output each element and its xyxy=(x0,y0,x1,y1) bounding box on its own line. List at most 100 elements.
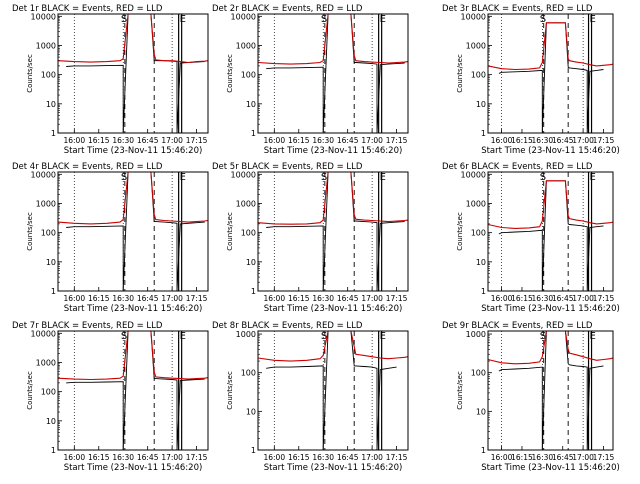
x-tick-label: 17:15 xyxy=(386,136,408,145)
annotation-end: E xyxy=(590,14,596,25)
x-tick-label: 17:15 xyxy=(593,453,615,462)
x-tick-label: 16:15 xyxy=(511,136,533,145)
y-tick-label: 1 xyxy=(51,129,56,138)
panel-title: Det 3r BLACK = Events, RED = LLD xyxy=(442,4,593,14)
x-tick-label: 16:00 xyxy=(263,294,285,303)
x-axis-label: Start Time (23-Nov-11 15:46:20) xyxy=(64,304,203,314)
x-tick-label: 17:00 xyxy=(361,453,383,462)
y-tick-label: 10000 xyxy=(461,170,486,179)
x-tick-label: 17:15 xyxy=(186,136,208,145)
y-axis-label: Counts/sec xyxy=(456,371,464,410)
events-series-line xyxy=(266,171,405,292)
y-tick-label: 1000 xyxy=(236,199,256,208)
panel-title: Det 2r BLACK = Events, RED = LLD xyxy=(212,4,363,14)
x-tick-label: 16:15 xyxy=(288,136,310,145)
y-tick-label: 100 xyxy=(241,369,256,378)
x-tick-label: 16:30 xyxy=(312,136,334,145)
panel-title: Det 4r BLACK = Events, RED = LLD xyxy=(12,162,163,172)
x-tick-label: 16:15 xyxy=(288,453,310,462)
x-tick-label: 17:00 xyxy=(572,136,594,145)
lld-series-line xyxy=(57,330,209,381)
y-tick-label: 10 xyxy=(246,100,256,109)
y-tick-label: 100 xyxy=(41,388,56,397)
x-tick-label: 16:30 xyxy=(532,453,554,462)
y-tick-label: 10 xyxy=(476,100,486,109)
x-tick-label: 17:00 xyxy=(361,136,383,145)
annotation-end: E xyxy=(380,172,386,183)
y-tick-label: 1000 xyxy=(236,330,256,339)
y-tick-label: 1000 xyxy=(36,41,56,50)
plot-frame xyxy=(57,13,209,134)
plot-frame xyxy=(257,13,409,134)
y-tick-label: 1 xyxy=(481,446,486,455)
y-tick-label: 10000 xyxy=(31,12,56,21)
y-tick-label: 10000 xyxy=(31,170,56,179)
annotation-end: E xyxy=(590,331,596,342)
events-series-line xyxy=(266,330,397,451)
plot-frame xyxy=(487,13,614,134)
x-axis-label: Start Time (23-Nov-11 15:46:20) xyxy=(481,304,620,314)
y-axis-label: Counts/sec xyxy=(456,54,464,93)
x-tick-label: 16:30 xyxy=(312,294,334,303)
y-tick-label: 10 xyxy=(476,258,486,267)
x-axis-label: Start Time (23-Nov-11 15:46:20) xyxy=(481,463,620,473)
y-tick-label: 10000 xyxy=(461,12,486,21)
events-series-line xyxy=(498,330,604,451)
plot-frame xyxy=(487,171,614,292)
x-tick-label: 16:45 xyxy=(137,453,159,462)
x-tick-label: 16:15 xyxy=(511,453,533,462)
y-axis-label: Counts/sec xyxy=(26,371,34,410)
annotation-end: E xyxy=(180,172,186,183)
x-axis-label: Start Time (23-Nov-11 15:46:20) xyxy=(264,146,403,156)
y-tick-label: 1 xyxy=(51,287,56,296)
lld-series-line xyxy=(487,180,614,229)
y-tick-label: 10 xyxy=(246,258,256,267)
annotation-start: S xyxy=(321,14,327,25)
x-axis-label: Start Time (23-Nov-11 15:46:20) xyxy=(64,463,203,473)
x-tick-label: 17:15 xyxy=(186,294,208,303)
annotation-end: E xyxy=(180,14,186,25)
y-tick-label: 1 xyxy=(251,129,256,138)
annotation-start: S xyxy=(321,331,327,342)
x-axis-label: Start Time (23-Nov-11 15:46:20) xyxy=(264,304,403,314)
y-axis-label: Counts/sec xyxy=(26,212,34,251)
x-tick-label: 16:45 xyxy=(552,453,574,462)
panel-title: Det 8r BLACK = Events, RED = LLD xyxy=(212,321,363,331)
y-tick-label: 1000 xyxy=(36,199,56,208)
x-tick-label: 16:00 xyxy=(491,294,513,303)
x-axis-label: Start Time (23-Nov-11 15:46:20) xyxy=(64,146,203,156)
plot-frame xyxy=(57,330,209,451)
y-tick-label: 100 xyxy=(241,229,256,238)
x-tick-label: 16:45 xyxy=(137,136,159,145)
x-tick-label: 16:00 xyxy=(491,136,513,145)
y-tick-label: 1 xyxy=(481,129,486,138)
y-axis-label: Counts/sec xyxy=(26,54,34,93)
x-tick-label: 16:45 xyxy=(137,294,159,303)
x-tick-label: 16:15 xyxy=(88,294,110,303)
events-series-line xyxy=(498,180,604,292)
plot-frame xyxy=(57,171,209,292)
y-tick-label: 1000 xyxy=(236,41,256,50)
x-tick-label: 16:00 xyxy=(63,453,85,462)
y-axis-label: Counts/sec xyxy=(226,371,234,410)
panel-title: Det 1r BLACK = Events, RED = LLD xyxy=(12,4,163,14)
x-tick-label: 17:00 xyxy=(161,453,183,462)
panel-title: Det 5r BLACK = Events, RED = LLD xyxy=(212,162,363,172)
events-series-line xyxy=(66,171,205,292)
y-tick-label: 1000 xyxy=(36,358,56,367)
y-tick-label: 100 xyxy=(471,71,486,80)
y-tick-label: 10 xyxy=(46,417,56,426)
annotation-start: S xyxy=(540,331,546,342)
y-tick-label: 100 xyxy=(41,71,56,80)
x-tick-label: 16:00 xyxy=(263,453,285,462)
x-tick-label: 16:45 xyxy=(337,453,359,462)
x-tick-label: 17:15 xyxy=(593,294,615,303)
y-tick-label: 1 xyxy=(51,446,56,455)
y-axis-label: Counts/sec xyxy=(456,212,464,251)
plot-frame xyxy=(257,171,409,292)
